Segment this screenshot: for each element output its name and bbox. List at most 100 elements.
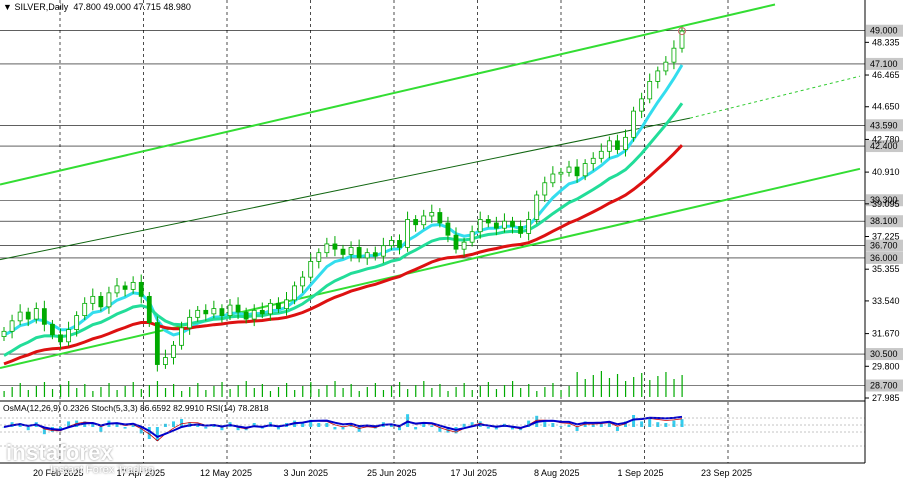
osma-bar	[422, 423, 426, 427]
osma-bar	[527, 420, 531, 427]
volume-bar	[294, 390, 296, 397]
osma-bar	[607, 422, 611, 427]
volume-bar	[407, 389, 409, 397]
channel-lower-line	[0, 167, 861, 370]
candle-body	[340, 248, 346, 255]
osma-bar	[559, 426, 563, 427]
volume-bar	[657, 376, 659, 397]
osma-bar	[414, 427, 418, 430]
volume-bar	[60, 385, 62, 397]
volume-bar	[649, 380, 651, 397]
osma-bar	[301, 423, 305, 427]
candle-body	[364, 252, 370, 259]
volume-bar	[576, 372, 578, 397]
volume-bar	[269, 391, 272, 397]
osma-bar	[648, 419, 652, 427]
candle-body	[655, 70, 661, 82]
osma-bar	[470, 422, 474, 427]
osma-bar	[438, 427, 442, 432]
level-label: 28.700	[870, 381, 898, 391]
volume-bar	[471, 390, 473, 397]
candle-body	[405, 219, 410, 248]
level-label-bg	[866, 239, 903, 252]
volume-bar	[108, 383, 110, 397]
channel-upper-line	[0, 3, 776, 186]
candle-body	[663, 61, 669, 72]
volume-bar	[358, 391, 360, 397]
level-label-bg	[866, 24, 903, 37]
y-tick-label: 27.985	[872, 393, 900, 403]
level-label: 36.000	[870, 253, 898, 263]
osma-bar	[42, 427, 46, 435]
level-label-bg	[866, 194, 903, 207]
candle-body	[598, 150, 604, 159]
candle-body	[356, 247, 362, 259]
candle-body	[122, 285, 128, 290]
volume-bar	[512, 381, 514, 397]
symbol-title: SILVER,Daily	[14, 2, 69, 12]
volume-bar	[447, 391, 449, 397]
osma-bar	[204, 427, 208, 429]
candle-body	[187, 316, 193, 329]
osma-bar	[252, 423, 256, 427]
volume-bar	[237, 385, 239, 397]
candle-body	[50, 323, 55, 336]
macd-line	[3, 415, 683, 439]
level-label-bg	[866, 215, 903, 228]
volume-bar	[415, 385, 417, 397]
candle-body	[510, 220, 515, 227]
osma-bar	[172, 421, 175, 427]
candle-body	[574, 166, 580, 177]
volume-bar	[84, 384, 86, 397]
level-label: 30.500	[870, 349, 898, 359]
volume-bar	[528, 384, 530, 397]
watermark-tagline: Instant Forex Trading	[50, 464, 154, 476]
candle-body	[284, 299, 289, 310]
ohlc-readout: 47.800 49.000 47.715 48.980	[73, 2, 191, 12]
volume-bar	[374, 383, 376, 397]
candle-body	[380, 245, 386, 257]
candle-body	[550, 173, 556, 184]
stoch-signal-line	[3, 418, 683, 442]
candle-body	[582, 163, 588, 177]
candle-body	[324, 243, 330, 254]
candle-body	[203, 309, 209, 315]
candle-body	[82, 302, 88, 316]
osma-bar	[236, 427, 240, 431]
volume-bar	[625, 381, 627, 397]
x-tick-label: 23 Sep 2025	[701, 468, 752, 478]
osma-bar	[430, 425, 434, 427]
candle-body	[437, 212, 443, 224]
candle-body	[98, 295, 104, 308]
x-tick-label: 17 Jul 2025	[451, 468, 498, 478]
volume-bar	[495, 389, 498, 397]
level-label-bg	[866, 348, 903, 361]
candle-body	[348, 247, 354, 255]
volume-bar	[318, 389, 320, 397]
candle-body	[179, 327, 184, 346]
volume-bar	[665, 372, 667, 397]
volume-bar	[681, 375, 683, 397]
level-label-bg	[866, 140, 903, 153]
volume-bar	[19, 383, 21, 397]
osma-bar	[220, 427, 224, 431]
candle-body	[477, 219, 483, 233]
volume-bar	[253, 388, 255, 397]
candle-body	[243, 311, 249, 320]
candle-body	[195, 309, 201, 318]
candle-body	[493, 222, 499, 229]
candle-body	[413, 219, 419, 226]
candle-body	[1, 330, 7, 337]
osma-bar	[486, 427, 490, 429]
osma-bar	[317, 423, 321, 427]
volume-bar	[390, 386, 393, 397]
watermark-logo: instaforex	[6, 440, 114, 465]
dropdown-triangle-icon[interactable]: ▼	[3, 2, 12, 12]
x-tick-label: 25 Jun 2025	[367, 468, 417, 478]
candle-body	[453, 234, 459, 250]
candle-body	[518, 226, 523, 234]
candle-body	[485, 219, 491, 224]
volume-bar	[132, 382, 134, 397]
